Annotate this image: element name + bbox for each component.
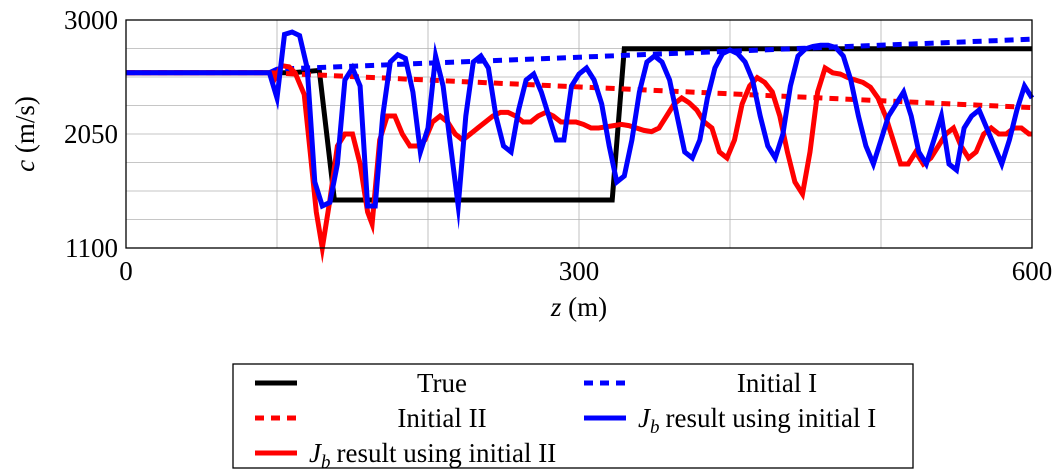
legend-jb-var: J: [638, 403, 652, 433]
legend-label-jb-initial-ii: Jb result using initial II: [309, 438, 556, 473]
legend-label-jb-initial-i: Jb result using initial I: [638, 403, 876, 438]
legend-label-initial-i: Initial I: [737, 368, 817, 398]
grid: [126, 20, 1032, 248]
x-axis-variable: z: [550, 292, 562, 322]
series-layer: [126, 29, 1035, 264]
legend-jb-text: result using initial I: [665, 403, 876, 433]
y-axis-variable: c: [10, 160, 40, 172]
legend-label-initial-ii: Initial II: [397, 403, 486, 433]
legend-jb2-text: result using initial II: [336, 438, 556, 468]
plot-frame: [125, 19, 1033, 249]
y-axis-unit: (m/s): [10, 96, 40, 160]
x-tick-label: 0: [119, 256, 133, 286]
tick-labels: 0 300 600 1100 2050 3000: [64, 5, 1052, 286]
legend: True Initial I Initial II Jb result using…: [232, 363, 914, 473]
legend-label-true: True: [417, 368, 467, 398]
x-axis-label: z (m): [550, 292, 607, 322]
x-axis-unit: (m): [561, 292, 607, 322]
legend-box: [232, 363, 914, 469]
legend-jb2-var: J: [309, 438, 323, 468]
legend-jb-sub: b: [650, 417, 660, 438]
x-tick-label: 600: [1012, 256, 1053, 286]
y-tick-label: 1100: [65, 233, 118, 263]
series-line-jb-result-using-initial-i: [126, 29, 1035, 230]
legend-jb2-sub: b: [321, 452, 331, 473]
y-axis-label: c (m/s): [10, 96, 40, 172]
y-tick-label: 3000: [64, 5, 118, 35]
x-tick-label: 300: [559, 256, 600, 286]
y-tick-label: 2050: [64, 119, 118, 149]
